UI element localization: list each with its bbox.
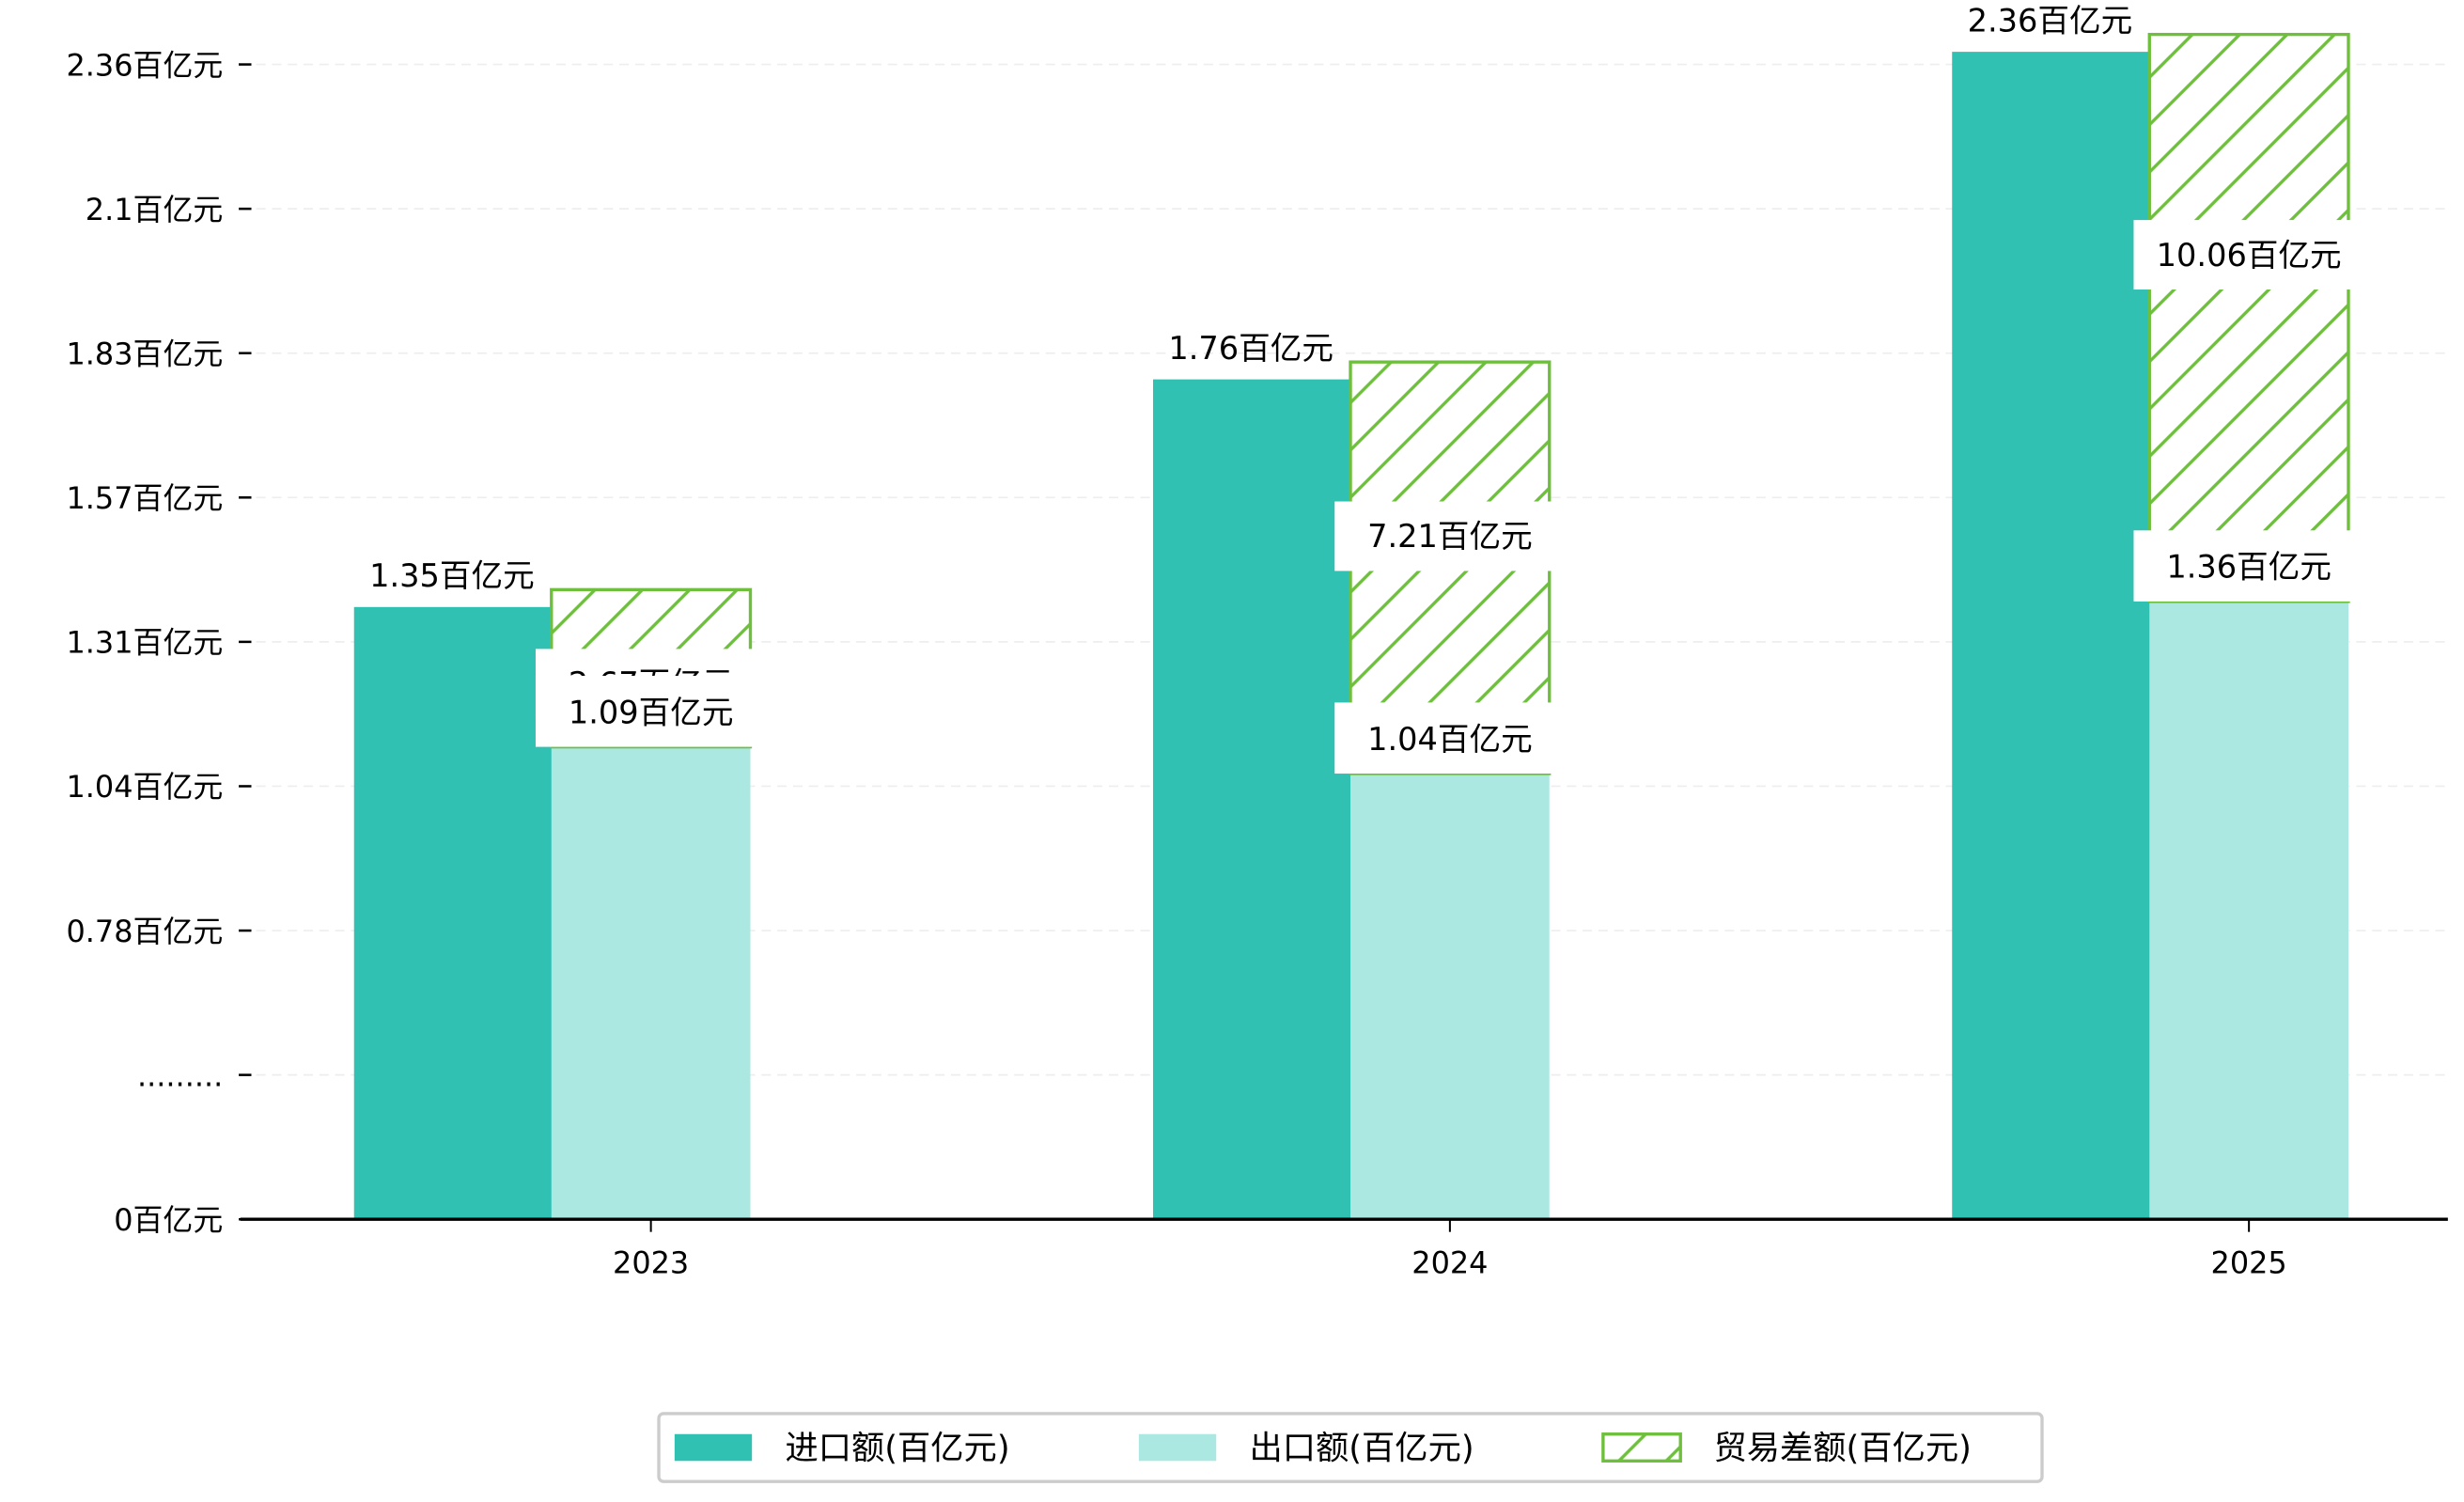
y-tick-label: 1.83百亿元 <box>66 336 223 371</box>
trade-diff-label-bg <box>1334 501 1566 571</box>
export-bar <box>551 746 751 1220</box>
import-value-label: 1.35百亿元 <box>369 557 535 594</box>
legend-label-trade_diff: 贸易差额(百亿元) <box>1714 1430 1972 1468</box>
export-value-label: 1.04百亿元 <box>1367 721 1533 758</box>
y-tick-label: 1.04百亿元 <box>66 769 223 805</box>
import-value-label: 2.36百亿元 <box>1968 2 2133 39</box>
x-axis: 2023 2024 2025 <box>240 1217 2448 1280</box>
trade-diff-value-label: 7.21百亿元 <box>1367 518 1533 555</box>
legend-swatch-trade_diff <box>1601 1432 1682 1463</box>
x-tick-label: 2024 <box>1411 1244 1488 1280</box>
export-bar <box>1350 774 1550 1220</box>
x-tick-label: 2025 <box>2211 1244 2287 1280</box>
export-bar <box>2149 601 2348 1220</box>
legend: 进口额(百亿元) 出口额(百亿元) 贸易差额(百亿元) <box>657 1412 2044 1483</box>
legend-swatch-export <box>1138 1433 1217 1462</box>
export-label-bg <box>535 675 767 747</box>
y-tick-label: 0.78百亿元 <box>66 914 223 949</box>
y-tick-label: 2.36百亿元 <box>66 47 223 83</box>
y-tick-label: 2.1百亿元 <box>86 192 223 227</box>
legend-label-export: 出口额(百亿元) <box>1249 1430 1474 1468</box>
y-tick-label: ......... <box>137 1057 223 1093</box>
bar-group-2024: 1.76百亿元 7.21百亿元 1.04百亿元 <box>1152 330 1566 1220</box>
import-bar <box>1152 379 1352 1220</box>
export-value-label: 1.09百亿元 <box>569 694 734 730</box>
bars: 1.35百亿元2.67百亿元1.09百亿元 1.76百亿元 7.21百亿元 1.04百… <box>353 2 2364 1220</box>
bar-group-2023: 1.35百亿元2.67百亿元1.09百亿元 <box>353 557 767 1220</box>
export-value-label: 1.36百亿元 <box>2166 549 2331 586</box>
y-tick-label: 1.57百亿元 <box>66 480 223 516</box>
legend-box <box>657 1412 2044 1483</box>
y-axis: 0百亿元......... 0.78百亿元 1.04百亿元 1.31百亿元 1.57百亿… <box>66 47 252 1238</box>
trade-diff-value-label: 10.06百亿元 <box>2157 237 2342 274</box>
export-label-bg <box>2133 530 2364 602</box>
y-tick-label: 1.31百亿元 <box>66 625 223 661</box>
trade-diff-label-bg <box>2133 220 2364 290</box>
bar-group-2025: 2.36百亿元 10.06百亿元 1.36百亿元 <box>1952 2 2364 1220</box>
export-label-bg <box>1334 702 1566 774</box>
import-bar <box>1952 52 2151 1220</box>
import-value-label: 1.76百亿元 <box>1168 330 1333 367</box>
y-tick-label: 0百亿元 <box>114 1202 223 1238</box>
x-tick-label: 2023 <box>613 1244 689 1280</box>
legend-label-import: 进口额(百亿元) <box>785 1430 1009 1468</box>
import-bar <box>353 606 554 1220</box>
trade-diff-bar <box>2147 32 2350 603</box>
legend-swatch-import <box>674 1433 753 1462</box>
